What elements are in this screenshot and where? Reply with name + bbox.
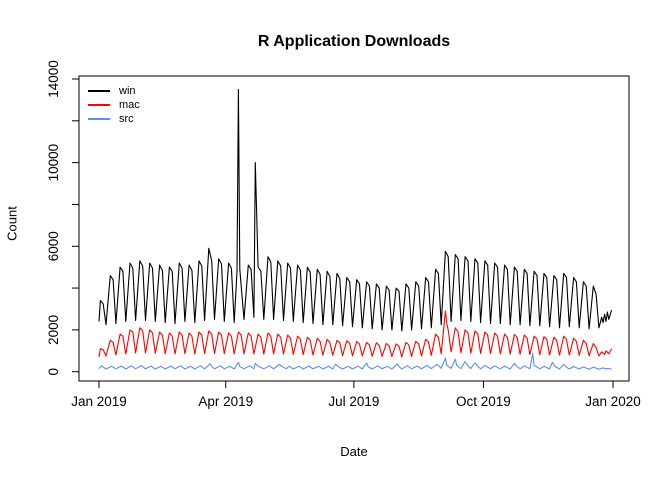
y-tick-label: 2000: [46, 315, 61, 345]
legend: win mac src: [88, 84, 140, 126]
legend-item-mac: mac: [88, 98, 140, 112]
legend-item-win: win: [88, 84, 140, 98]
legend-label-win: win: [119, 85, 136, 97]
y-tick-label: 6000: [46, 231, 61, 261]
mac-line-swatch: [88, 104, 110, 106]
x-tick-label: Jul 2019: [328, 394, 379, 409]
y-tick-label: 10000: [46, 144, 61, 182]
src-line-swatch: [88, 118, 110, 120]
x-axis-label: Date: [340, 444, 368, 459]
legend-label-mac: mac: [119, 99, 140, 111]
chart-title: R Application Downloads: [257, 33, 451, 50]
x-tick-label: Jan 2019: [71, 394, 127, 409]
y-tick-label: 0: [46, 368, 61, 376]
src-line: [98, 352, 612, 370]
y-axis-label: Count: [4, 206, 20, 241]
legend-label-src: src: [119, 113, 134, 125]
x-tick-label: Apr 2019: [198, 394, 253, 409]
win-line-swatch: [88, 90, 110, 92]
x-tick-label: Jan 2020: [585, 394, 641, 409]
x-tick-label: Oct 2019: [456, 394, 511, 409]
legend-item-src: src: [88, 112, 140, 126]
mac-line: [98, 310, 613, 358]
plot-box: [78, 75, 630, 382]
y-tick-label: 14000: [46, 60, 61, 98]
win-line: [98, 88, 613, 332]
